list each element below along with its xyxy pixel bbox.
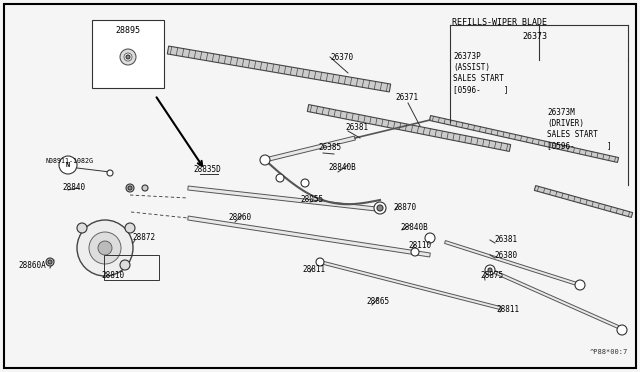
Text: SALES START: SALES START [453,74,504,83]
Text: 28811: 28811 [496,305,519,314]
Circle shape [89,232,121,264]
Circle shape [425,233,435,243]
Text: 26385: 26385 [318,144,341,153]
Text: 26373: 26373 [522,32,547,41]
Circle shape [276,174,284,182]
Circle shape [485,265,495,275]
Polygon shape [445,241,580,286]
Polygon shape [167,46,390,92]
Circle shape [260,155,270,165]
Text: 28835D: 28835D [193,166,221,174]
Text: N08911-1082G: N08911-1082G [46,158,94,164]
Circle shape [48,260,52,264]
Circle shape [316,258,324,266]
Circle shape [46,258,54,266]
Circle shape [488,268,492,272]
Circle shape [575,280,585,290]
Text: SALES START: SALES START [547,130,598,139]
Polygon shape [264,136,355,162]
Circle shape [377,205,383,211]
Text: 26381: 26381 [345,124,368,132]
Text: 26381: 26381 [494,235,517,244]
Text: (DRIVER): (DRIVER) [547,119,584,128]
Circle shape [411,248,419,256]
Circle shape [77,223,87,233]
Text: 28840: 28840 [62,183,85,192]
Circle shape [120,260,130,270]
Text: [0596-     ]: [0596- ] [453,85,509,94]
Text: 28872: 28872 [132,234,155,243]
Polygon shape [319,260,500,310]
Text: 28060: 28060 [228,214,251,222]
Text: 26373M: 26373M [547,108,575,117]
Text: 28840B: 28840B [328,163,356,171]
Circle shape [59,156,77,174]
Circle shape [107,170,113,176]
Circle shape [120,49,136,65]
Circle shape [142,185,148,191]
Circle shape [126,184,134,192]
Text: 28840B: 28840B [400,224,428,232]
Polygon shape [490,269,626,331]
Circle shape [124,53,132,61]
Text: [0596-       ]: [0596- ] [547,141,612,150]
Polygon shape [188,186,385,212]
Text: 28110: 28110 [408,241,431,250]
Polygon shape [429,116,618,163]
Text: 28810: 28810 [101,272,124,280]
Text: 28865: 28865 [366,298,389,307]
Circle shape [77,220,133,276]
Text: 26371: 26371 [395,93,418,103]
Polygon shape [307,105,511,151]
Text: 28811: 28811 [302,266,325,275]
Text: 28895: 28895 [115,26,141,35]
Text: N: N [66,162,70,168]
Circle shape [617,325,627,335]
Text: 28875: 28875 [480,272,503,280]
Circle shape [126,55,130,59]
Text: 26370: 26370 [330,52,353,61]
Circle shape [98,241,112,255]
Text: 28860A: 28860A [18,262,45,270]
Bar [104,255,159,280]
Text: 26373P: 26373P [453,52,481,61]
Text: (ASSIST): (ASSIST) [453,63,490,72]
Text: 28870: 28870 [393,202,416,212]
Text: ^P88*00:7: ^P88*00:7 [589,349,628,355]
Text: 26380: 26380 [494,250,517,260]
Text: 28055: 28055 [300,196,323,205]
Circle shape [374,202,386,214]
Polygon shape [188,216,430,257]
Circle shape [128,186,132,190]
Circle shape [301,179,309,187]
Bar [92,20,164,88]
Polygon shape [534,186,633,217]
Text: REFILLS-WIPER BLADE: REFILLS-WIPER BLADE [452,18,547,27]
Circle shape [125,223,135,233]
